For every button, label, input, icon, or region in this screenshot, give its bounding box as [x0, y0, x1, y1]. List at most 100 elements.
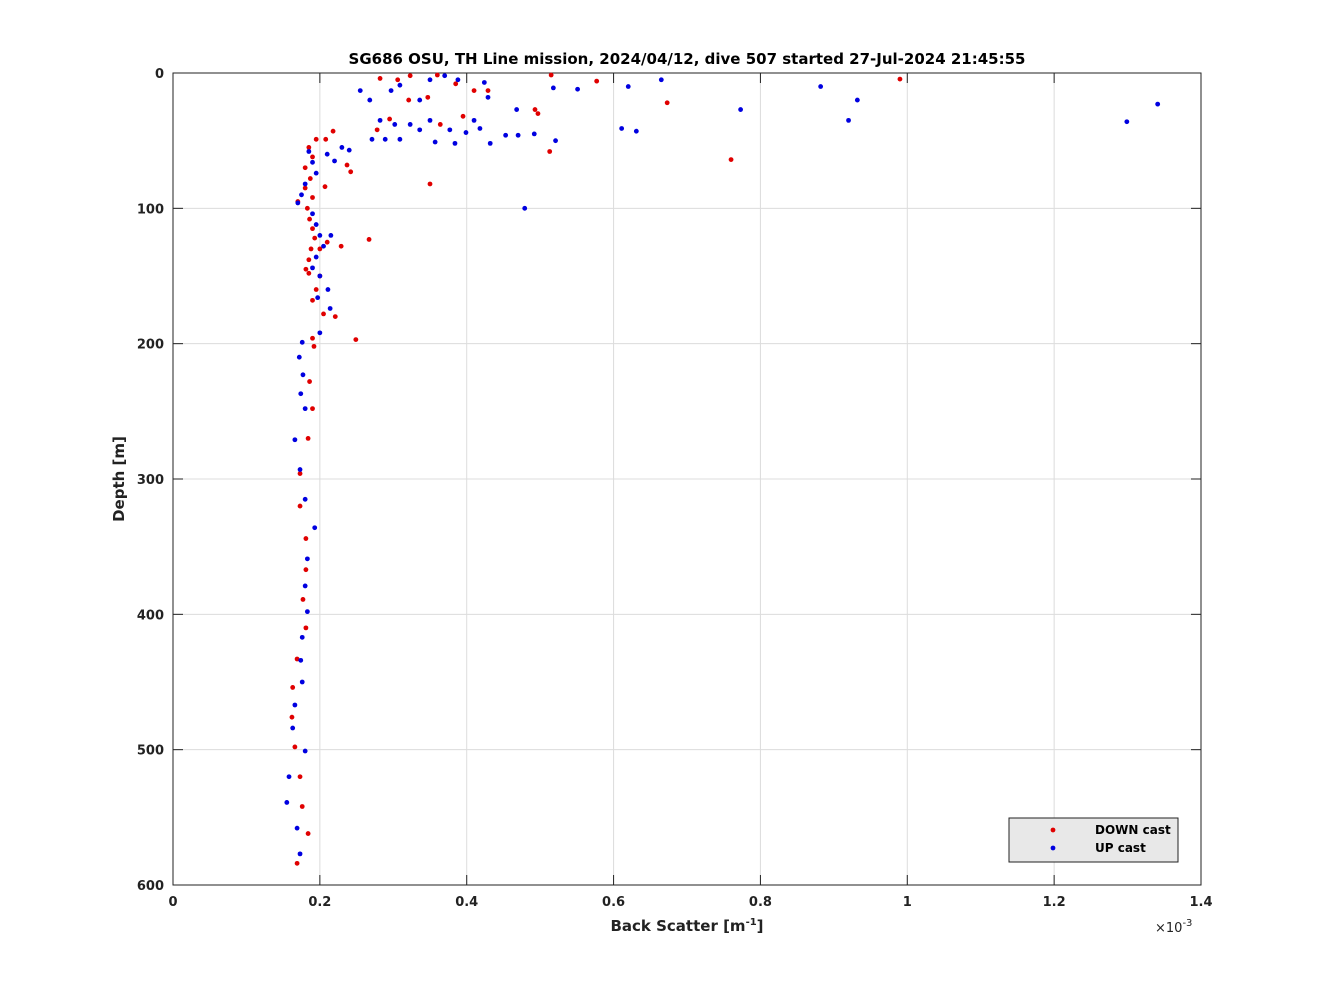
point [306, 149, 312, 154]
point [307, 176, 313, 181]
point [299, 339, 305, 345]
y-tick-label: 300 [137, 473, 164, 488]
point [313, 222, 319, 227]
point [532, 107, 538, 112]
point [303, 536, 309, 541]
point [310, 154, 315, 160]
point [1155, 101, 1161, 107]
point [575, 86, 580, 92]
point [346, 147, 352, 153]
point [324, 151, 330, 157]
point [327, 306, 333, 311]
point [357, 88, 363, 93]
point [303, 266, 309, 272]
point [299, 679, 305, 685]
point [471, 117, 477, 123]
point [284, 800, 290, 805]
point [321, 311, 326, 317]
y-axis-label: Depth [m] [110, 436, 128, 522]
point [453, 81, 459, 87]
point [317, 330, 323, 336]
point [481, 80, 487, 85]
x-tick-label: 1.4 [1189, 895, 1212, 910]
point [397, 82, 403, 88]
point [306, 257, 312, 263]
point [307, 216, 312, 222]
point [427, 117, 433, 123]
y-tick-label: 200 [137, 338, 164, 353]
point [548, 72, 554, 78]
point [387, 116, 393, 122]
point [321, 243, 326, 249]
x-multiplier-exp: -3 [1182, 918, 1192, 929]
point [304, 205, 310, 211]
point [292, 437, 298, 443]
point [294, 656, 300, 662]
point [367, 97, 373, 103]
point [547, 149, 553, 154]
point [310, 226, 315, 232]
point [310, 159, 315, 165]
point [313, 254, 319, 260]
x-axis-label: Back Scatter [m-1] [610, 917, 763, 935]
point [463, 130, 469, 135]
point [305, 436, 311, 441]
y-tick-label: 600 [137, 879, 164, 894]
point [311, 343, 317, 349]
point [854, 97, 860, 103]
point [302, 185, 308, 191]
point [434, 72, 440, 78]
x-label-end: ] [757, 917, 764, 935]
x-tick-label: 0.2 [308, 895, 331, 910]
point [310, 335, 315, 341]
legend-marker [1050, 845, 1056, 851]
point [664, 100, 670, 106]
point [310, 406, 315, 412]
point [302, 748, 308, 754]
point [471, 88, 477, 93]
point [297, 774, 303, 780]
point [302, 496, 308, 502]
point [417, 97, 423, 103]
point [290, 725, 296, 731]
point [485, 94, 491, 100]
point [406, 97, 412, 103]
point [325, 287, 331, 292]
point [305, 831, 311, 836]
point [302, 583, 308, 589]
point [304, 556, 310, 562]
point [377, 76, 383, 81]
point [302, 165, 308, 171]
point [425, 94, 431, 100]
point [330, 128, 336, 134]
point [308, 246, 314, 252]
plot-frame [172, 72, 1202, 886]
point [294, 860, 300, 866]
point [455, 77, 461, 83]
x-tick-label: 1 [903, 895, 912, 910]
point [299, 804, 305, 809]
point [594, 78, 600, 84]
point [535, 111, 541, 116]
point [369, 136, 375, 142]
point [324, 239, 330, 245]
point [297, 503, 303, 509]
point [302, 181, 308, 187]
legend-label: UP cast [1095, 841, 1146, 855]
point [382, 136, 388, 142]
point [312, 235, 318, 241]
point [366, 237, 372, 242]
y-tick-label: 100 [137, 202, 164, 217]
chart-title: SG686 OSU, TH Line mission, 2024/04/12, … [349, 50, 1026, 68]
point [339, 145, 345, 150]
point [332, 314, 338, 319]
point [658, 77, 664, 83]
point [427, 77, 433, 83]
point [290, 685, 296, 690]
point [344, 162, 350, 168]
point [485, 88, 491, 93]
point [317, 273, 323, 279]
point [728, 157, 734, 163]
point [313, 170, 319, 176]
